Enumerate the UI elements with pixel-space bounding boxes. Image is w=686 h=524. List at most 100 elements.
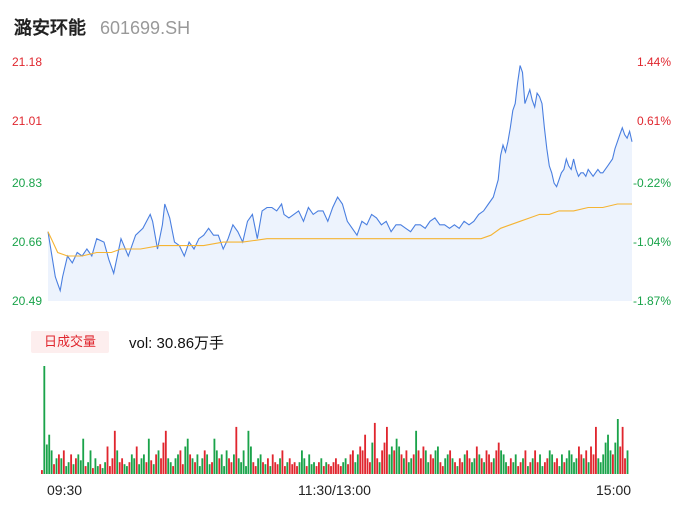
volume-bar (466, 450, 469, 474)
price-tick-left: 20.83 (12, 176, 43, 191)
volume-bar (403, 458, 405, 474)
volume-bar (359, 446, 362, 474)
volume-bar (558, 466, 561, 474)
volume-bar (626, 450, 629, 474)
percent-tick-right: 1.44% (636, 55, 671, 69)
volume-bar (432, 458, 435, 474)
volume-bar (573, 462, 575, 474)
volume-bar (390, 446, 393, 474)
volume-bar (381, 450, 384, 474)
volume-bar (475, 446, 478, 474)
volume-bar (118, 462, 121, 474)
volume-bar (65, 466, 68, 474)
volume-bar (471, 462, 473, 474)
volume-bar (130, 454, 133, 474)
volume-bar (228, 458, 230, 474)
volume-bar (488, 454, 490, 474)
volume-bar (342, 462, 345, 474)
volume-bar (75, 458, 77, 474)
volume-bar (48, 434, 51, 474)
volume-bar (70, 454, 73, 474)
volume-bar (325, 462, 328, 474)
volume-bar (194, 462, 196, 474)
volume-bar (189, 454, 192, 474)
volume-bar (366, 458, 369, 474)
volume-bar (378, 462, 381, 474)
volume-bar (570, 454, 573, 474)
volume-bar (315, 466, 318, 474)
volume-bar (565, 458, 568, 474)
volume-bar (349, 454, 352, 474)
volume-bar (478, 454, 481, 474)
volume-bar (140, 458, 143, 474)
volume-bar (87, 462, 90, 474)
percent-tick-right: -1.87% (632, 294, 671, 308)
volume-bar (602, 454, 605, 474)
volume-bar (539, 454, 541, 474)
volume-bar (138, 464, 141, 474)
volume-bar (135, 446, 138, 474)
stock-name: 潞安环能 (14, 18, 86, 38)
volume-bar (415, 430, 418, 474)
volume-bar (298, 462, 301, 474)
volume-bar (208, 464, 211, 474)
volume-bar (507, 466, 510, 474)
volume-bar (531, 458, 534, 474)
volume-bar (492, 458, 495, 474)
volume-bar (604, 442, 607, 474)
volume-bar (534, 450, 537, 474)
volume-bar (383, 442, 386, 474)
volume-bar (72, 464, 75, 474)
percent-tick-right: 0.61% (636, 113, 671, 128)
volume-bar (388, 454, 391, 474)
volume-bar (116, 450, 119, 474)
volume-bar (400, 454, 403, 474)
volume-bar (495, 450, 498, 474)
volume-bar (405, 450, 408, 474)
volume-bar (45, 444, 48, 474)
volume-bar (546, 458, 549, 474)
volume-bar (434, 450, 437, 474)
volume-bar (607, 434, 609, 474)
volume-bar (497, 442, 500, 474)
volume-bar (509, 458, 512, 474)
volume-bar (519, 462, 522, 474)
volume-bar (252, 462, 255, 474)
volume-bar (514, 454, 517, 474)
volume-bar (237, 458, 240, 474)
volume-bar (354, 462, 357, 474)
volume-bar (524, 450, 527, 474)
volume-bar (262, 462, 264, 474)
volume-bar (578, 446, 580, 474)
price-line (47, 65, 633, 293)
volume-bar (218, 458, 221, 474)
volume-bar (612, 454, 614, 474)
volume-bar (245, 466, 247, 474)
volume-bar (347, 464, 349, 474)
volume-bar (624, 458, 626, 474)
volume-badge[interactable]: 日成交量 (31, 331, 109, 353)
volume-bar (322, 466, 325, 474)
volume-bar (230, 462, 233, 474)
volume-bar (308, 454, 311, 474)
volume-bar (160, 458, 162, 474)
volume-bar (424, 450, 427, 474)
time-tick-midday: 11:30/13:00 (298, 482, 371, 498)
volume-bar (461, 462, 464, 474)
volume-bar (67, 462, 70, 474)
volume-bar (393, 450, 396, 474)
volume-bar (536, 462, 539, 474)
volume-bar (456, 466, 459, 474)
volume-bar (92, 468, 94, 474)
volume-bar (580, 454, 583, 474)
volume-bar (82, 438, 85, 474)
volume-bar (123, 464, 126, 474)
volume-bar (288, 458, 291, 474)
volume-bar (109, 466, 111, 474)
volume-bar (544, 462, 546, 474)
volume-bar (410, 458, 413, 474)
volume-readout: vol: 30.86万手 (129, 335, 225, 352)
volume-bar (548, 450, 551, 474)
volume-bar (454, 462, 456, 474)
